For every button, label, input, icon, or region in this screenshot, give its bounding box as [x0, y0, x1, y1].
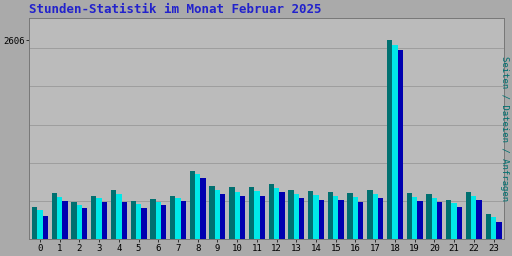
Bar — [412, 197, 417, 239]
Bar — [407, 194, 412, 239]
Bar — [378, 198, 383, 239]
Bar — [52, 194, 57, 239]
Bar — [220, 194, 225, 239]
Bar — [82, 208, 88, 239]
Bar — [358, 202, 364, 239]
Bar — [102, 202, 107, 239]
Bar — [294, 194, 299, 239]
Bar — [373, 194, 378, 239]
Bar — [353, 197, 358, 239]
Bar — [77, 205, 82, 239]
Bar — [313, 195, 318, 239]
Bar — [136, 204, 141, 239]
Bar — [446, 200, 452, 239]
Bar — [426, 194, 432, 239]
Bar — [32, 207, 37, 239]
Bar — [254, 191, 260, 239]
Bar — [333, 196, 338, 239]
Bar — [338, 200, 344, 239]
Bar — [156, 201, 161, 239]
Bar — [181, 201, 186, 239]
Bar — [91, 196, 96, 239]
Bar — [62, 201, 68, 239]
Bar — [151, 199, 156, 239]
Bar — [190, 170, 195, 239]
Bar — [387, 40, 392, 239]
Bar — [240, 196, 245, 239]
Bar — [269, 184, 274, 239]
Bar — [72, 202, 77, 239]
Bar — [367, 190, 373, 239]
Bar — [229, 187, 234, 239]
Bar — [170, 196, 175, 239]
Bar — [308, 191, 313, 239]
Bar — [195, 174, 200, 239]
Text: Stunden-Statistik im Monat Februar 2025: Stunden-Statistik im Monat Februar 2025 — [29, 4, 322, 16]
Bar — [471, 196, 477, 239]
Bar — [485, 214, 491, 239]
Bar — [299, 198, 304, 239]
Bar — [466, 192, 471, 239]
Bar — [175, 198, 181, 239]
Bar — [234, 192, 240, 239]
Bar — [116, 194, 121, 239]
Bar — [392, 45, 398, 239]
Bar — [452, 203, 457, 239]
Bar — [328, 192, 333, 239]
Bar — [432, 198, 437, 239]
Bar — [42, 216, 48, 239]
Bar — [477, 200, 482, 239]
Bar — [161, 205, 166, 239]
Bar — [249, 187, 254, 239]
Bar — [398, 50, 403, 239]
Bar — [215, 190, 220, 239]
Bar — [209, 186, 215, 239]
Bar — [141, 208, 146, 239]
Bar — [496, 222, 501, 239]
Bar — [417, 201, 422, 239]
Bar — [288, 190, 294, 239]
Bar — [111, 190, 116, 239]
Bar — [200, 178, 206, 239]
Bar — [37, 210, 42, 239]
Bar — [348, 194, 353, 239]
Bar — [121, 202, 127, 239]
Bar — [491, 217, 496, 239]
Bar — [96, 198, 102, 239]
Bar — [318, 200, 324, 239]
Y-axis label: Seiten / Dateien / Anfragen: Seiten / Dateien / Anfragen — [500, 56, 508, 201]
Bar — [457, 207, 462, 239]
Bar — [260, 196, 265, 239]
Bar — [279, 192, 285, 239]
Bar — [57, 197, 62, 239]
Bar — [274, 188, 279, 239]
Bar — [437, 201, 442, 239]
Bar — [131, 201, 136, 239]
